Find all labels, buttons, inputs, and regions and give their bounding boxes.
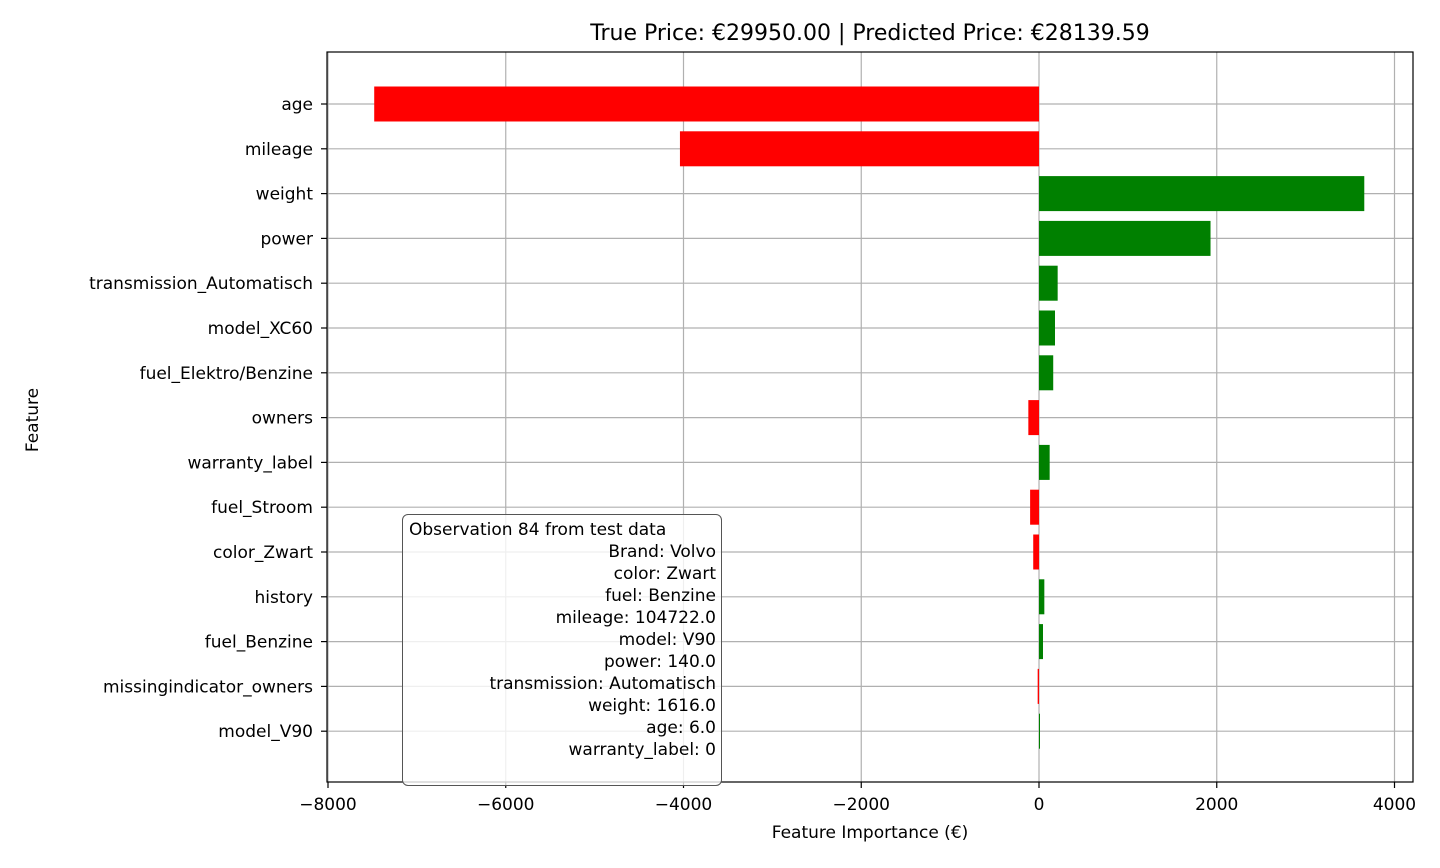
observation-line: model: V90	[618, 630, 716, 650]
observation-title: Observation 84 from test data	[409, 520, 667, 540]
bar-mileage	[679, 131, 1039, 167]
x-tick-label: 4000	[1373, 795, 1416, 815]
y-tick-label: missingindicator_owners	[103, 677, 313, 697]
observation-line: color: Zwart	[613, 564, 716, 584]
x-axis-label: Feature Importance (€)	[772, 823, 969, 843]
bar-fuel_Elektro/Benzine	[1039, 355, 1054, 391]
chart-title: True Price: €29950.00 | Predicted Price:…	[589, 21, 1149, 46]
y-tick-label: mileage	[245, 140, 313, 160]
bar-fuel_Stroom	[1030, 489, 1039, 525]
bar-weight	[1039, 176, 1365, 212]
bar-color_Zwart	[1033, 534, 1039, 570]
bar-warranty_label	[1039, 444, 1050, 480]
bar-age	[374, 86, 1040, 122]
bar-layer	[374, 86, 1365, 749]
bar-missingindicator_owners	[1037, 668, 1039, 704]
y-tick-label: model_V90	[218, 722, 313, 742]
y-tick-label: age	[281, 95, 313, 115]
y-tick-label: warranty_label	[187, 453, 313, 473]
x-tick-label: −2000	[832, 795, 890, 815]
observation-line: Brand: Volvo	[608, 542, 716, 562]
bar-fuel_Benzine	[1039, 624, 1043, 660]
bar-transmission_Automatisch	[1039, 265, 1058, 301]
grid-layer	[327, 52, 1413, 782]
x-tick-label: −6000	[477, 795, 535, 815]
y-tick-label: weight	[256, 185, 314, 205]
x-tick-label: −8000	[299, 795, 357, 815]
y-tick-label: model_XC60	[208, 319, 313, 339]
observation-line: fuel: Benzine	[605, 586, 716, 606]
observation-annotation-box: Observation 84 from test data Brand: Vol…	[402, 514, 722, 786]
x-tick-label: 2000	[1195, 795, 1238, 815]
y-tick-label: owners	[252, 409, 314, 429]
observation-line: power: 140.0	[603, 652, 716, 672]
y-axis-label: Feature	[23, 388, 43, 452]
y-tick-label: fuel_Benzine	[205, 633, 313, 653]
bar-model_V90	[1039, 713, 1040, 749]
observation-line: weight: 1616.0	[588, 696, 716, 716]
x-tick-label: −4000	[655, 795, 713, 815]
observation-line: age: 6.0	[646, 718, 716, 738]
bar-model_XC60	[1039, 310, 1055, 346]
bar-owners	[1028, 400, 1039, 436]
y-tick-label: fuel_Elektro/Benzine	[140, 364, 313, 384]
y-tick-label: history	[255, 588, 313, 608]
y-tick-label: transmission_Automatisch	[89, 274, 313, 294]
bar-power	[1039, 220, 1211, 256]
y-tick-label: color_Zwart	[213, 543, 313, 563]
observation-line: transmission: Automatisch	[489, 674, 716, 694]
tick-layer: −8000 −6000 −4000 −2000 0 2000 4000 age mileage w…	[89, 95, 1416, 815]
observation-line: mileage: 104722.0	[555, 608, 716, 628]
y-tick-label: power	[260, 229, 313, 249]
observation-line: warranty_label: 0	[568, 740, 716, 760]
y-tick-label: fuel_Stroom	[211, 498, 313, 518]
bar-history	[1039, 579, 1045, 615]
x-tick-label: 0	[1034, 795, 1045, 815]
